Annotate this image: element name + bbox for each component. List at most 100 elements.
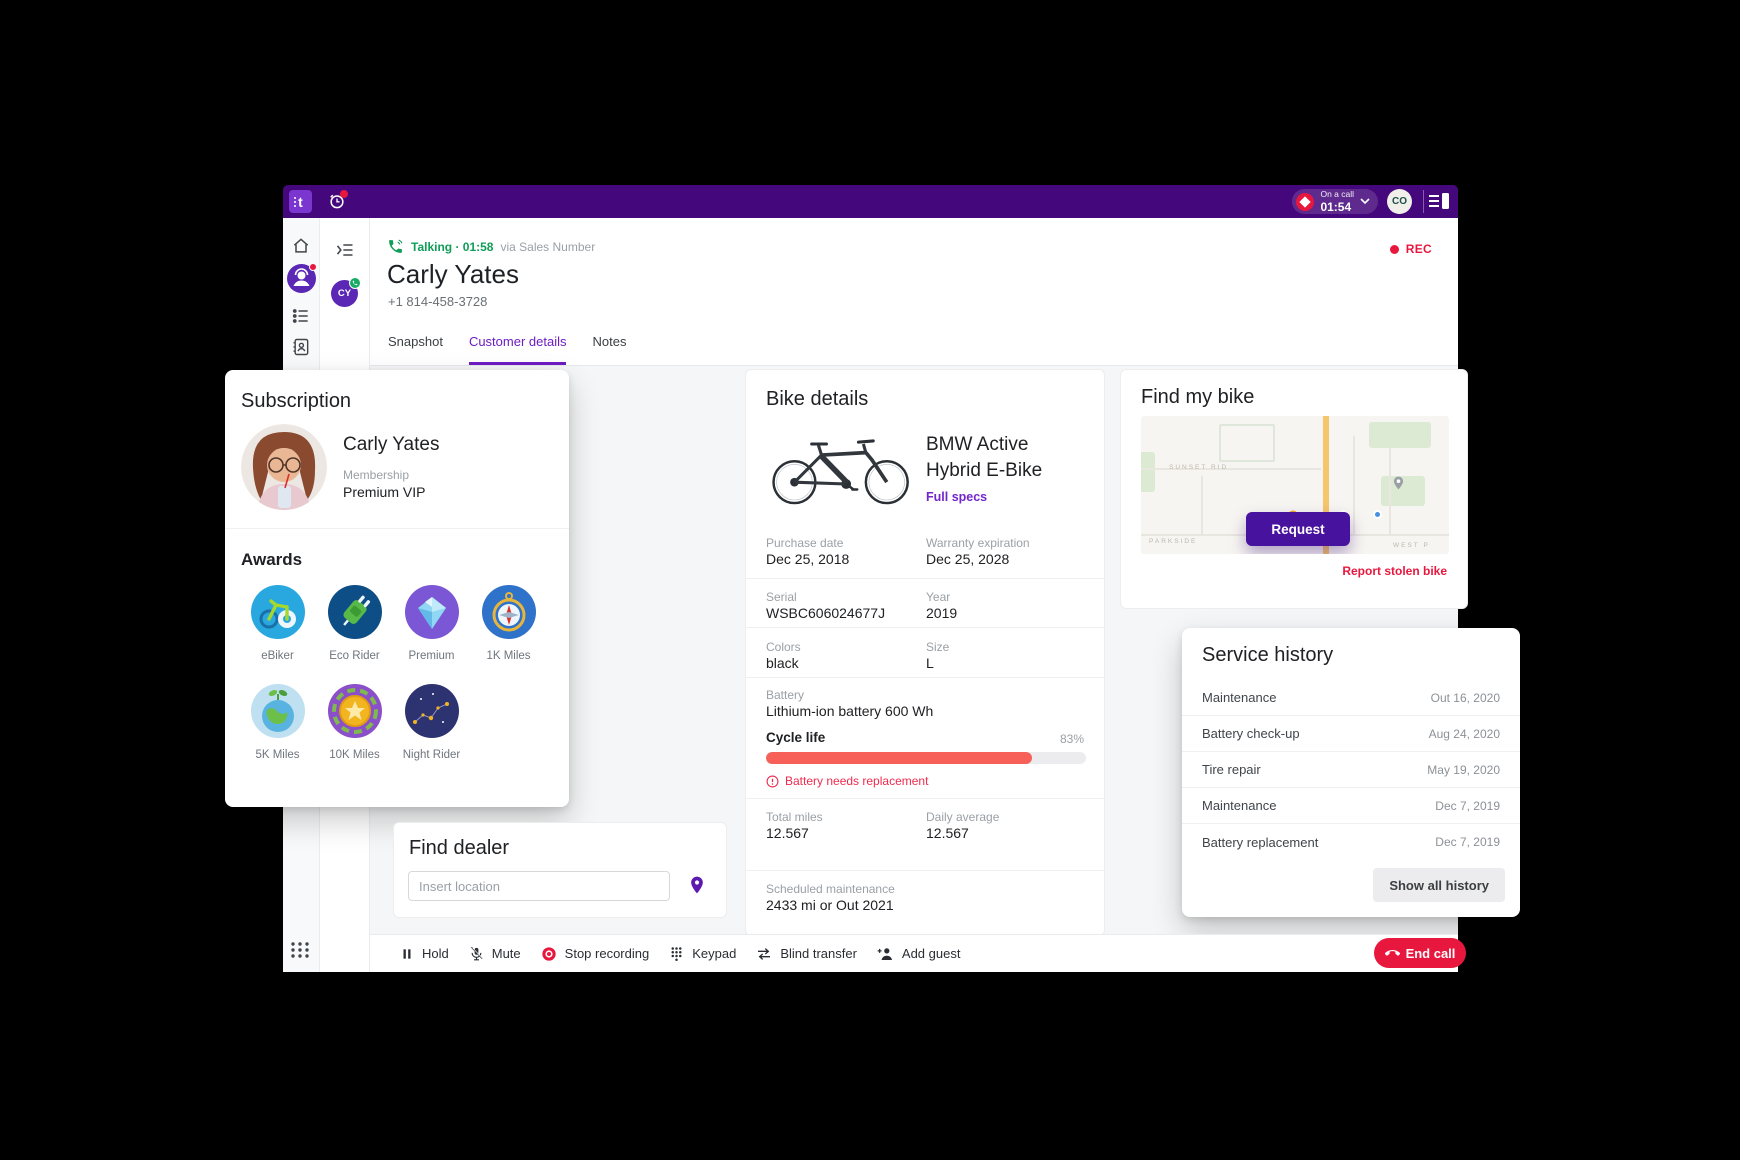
divider [746,870,1104,871]
bike-details-title: Bike details [766,388,869,410]
mute-button[interactable]: Mute [469,946,521,961]
tab-customer-details[interactable]: Customer details [468,334,567,365]
divider [746,798,1104,799]
show-all-history-button[interactable]: Show all history [1373,868,1505,902]
call-status-pill[interactable]: On a call 01:54 [1292,189,1378,214]
add-guest-button[interactable]: Add guest [877,946,960,961]
cycle-life-bar-fill [766,752,1032,764]
warranty-value: Dec 25, 2028 [926,551,1010,567]
award-label: Night Rider [402,749,461,761]
ten-k-miles-badge-icon [327,684,382,738]
battery-warning-text: Battery needs replacement [785,774,929,788]
bike-location-map[interactable]: SUNSET RID PARKSIDE WEST P Request [1141,416,1449,554]
customer-photo [241,424,327,510]
year-label: Year [926,590,951,604]
colors-value: black [766,655,799,671]
service-row: Battery replacement Dec 7, 2019 [1182,824,1520,860]
divider [746,677,1104,678]
colors-label: Colors [766,640,801,654]
notifications-bell-icon[interactable] [327,190,348,211]
service-date: Dec 7, 2019 [1435,835,1500,849]
year-value: 2019 [926,605,958,621]
service-date: Aug 24, 2020 [1428,726,1500,741]
app-logo[interactable]: t [289,190,312,213]
logo-letter: t [298,193,303,210]
award-eco-rider: Eco Rider [316,583,393,662]
find-dealer-card: Find dealer [393,822,727,918]
report-stolen-bike-link[interactable]: Report stolen bike [1342,564,1447,578]
membership-value: Premium VIP [343,484,426,500]
app-topbar: t On a call 01:54 CO [283,185,1458,218]
one-k-miles-badge-icon [481,585,536,639]
full-specs-link[interactable]: Full specs [926,490,988,504]
talking-phone-icon [389,239,403,253]
map-street [1141,468,1321,470]
serial-label: Serial [766,590,797,604]
logo-dots [294,197,296,199]
hold-button[interactable]: Hold [400,946,449,961]
map-street-label: SUNSET RID [1169,464,1229,471]
queue-list-icon[interactable] [291,306,311,326]
home-icon[interactable] [291,236,311,256]
end-call-label: End call [1405,945,1456,961]
request-button[interactable]: Request [1246,512,1350,546]
call-toolbar: Hold Mute Stop recording Keypad Blind tr… [370,934,1458,972]
bike-model-line2: Hybrid E-Bike [926,459,1043,481]
find-dealer-title: Find dealer [409,837,510,859]
map-street-label: WEST P [1393,542,1430,549]
contact-avatar-cy[interactable]: CY [331,277,361,307]
ebiker-badge-icon [250,585,305,639]
apps-grid-icon[interactable] [290,941,312,959]
end-call-button[interactable]: End call [1374,938,1466,968]
service-type: Maintenance [1202,798,1277,813]
tab-notes[interactable]: Notes [592,334,627,349]
cycle-life-percent: 83% [1059,732,1084,746]
notification-badge [340,190,348,198]
total-miles-value: 12.567 [766,825,809,841]
blind-transfer-button[interactable]: Blind transfer [756,946,857,961]
service-history-title: Service history [1202,644,1334,666]
total-miles-label: Total miles [766,810,823,824]
topbar-divider [1423,190,1424,213]
cycle-life-label: Cycle life [766,730,826,745]
poi-pin-icon [1393,476,1404,490]
tab-snapshot[interactable]: Snapshot [388,334,443,349]
contacts-icon[interactable] [291,337,311,357]
toggle-panel-icon[interactable] [1429,192,1450,210]
active-call-badge-icon [349,277,361,289]
map-park [1141,452,1155,492]
status-timer: 01:54 [1320,199,1352,214]
award-ebiker: eBiker [239,583,316,662]
size-label: Size [926,640,950,654]
map-street [1353,436,1355,534]
purchase-date-value: Dec 25, 2018 [766,551,850,567]
battery-warning: Battery needs replacement [766,774,928,788]
service-row: Battery check-up Aug 24, 2020 [1182,716,1520,752]
award-label: 10K Miles [329,749,380,761]
award-5k-miles: 5K Miles [239,682,316,761]
divider [746,578,1104,579]
service-row: Maintenance Out 16, 2020 [1182,680,1520,716]
subscription-title: Subscription [241,390,352,412]
service-date: Dec 7, 2019 [1435,798,1500,813]
award-premium: Premium [393,583,470,662]
poi-dot-icon [1373,510,1382,519]
stop-recording-button[interactable]: Stop recording [541,946,649,962]
map-street [1389,448,1391,534]
sidebar-item-agents[interactable] [287,263,317,293]
user-avatar[interactable]: CO [1387,189,1412,214]
location-pin-icon[interactable] [687,875,709,897]
rec-label: REC [1405,242,1432,256]
collapse-panel-icon[interactable] [335,240,355,260]
call-header: Talking · 01:58 via Sales Number Carly Y… [370,218,1458,366]
rec-dot-icon [1389,244,1399,254]
agents-badge [309,263,317,271]
service-type: Tire repair [1202,762,1261,777]
dealer-location-input[interactable] [408,871,670,901]
award-1k-miles: 1K Miles [470,583,547,662]
service-type: Maintenance [1202,690,1277,705]
keypad-button[interactable]: Keypad [669,946,736,961]
service-history-card: Service history Maintenance Out 16, 2020… [1182,628,1520,917]
customer-phone: +1 814-458-3728 [388,294,488,309]
